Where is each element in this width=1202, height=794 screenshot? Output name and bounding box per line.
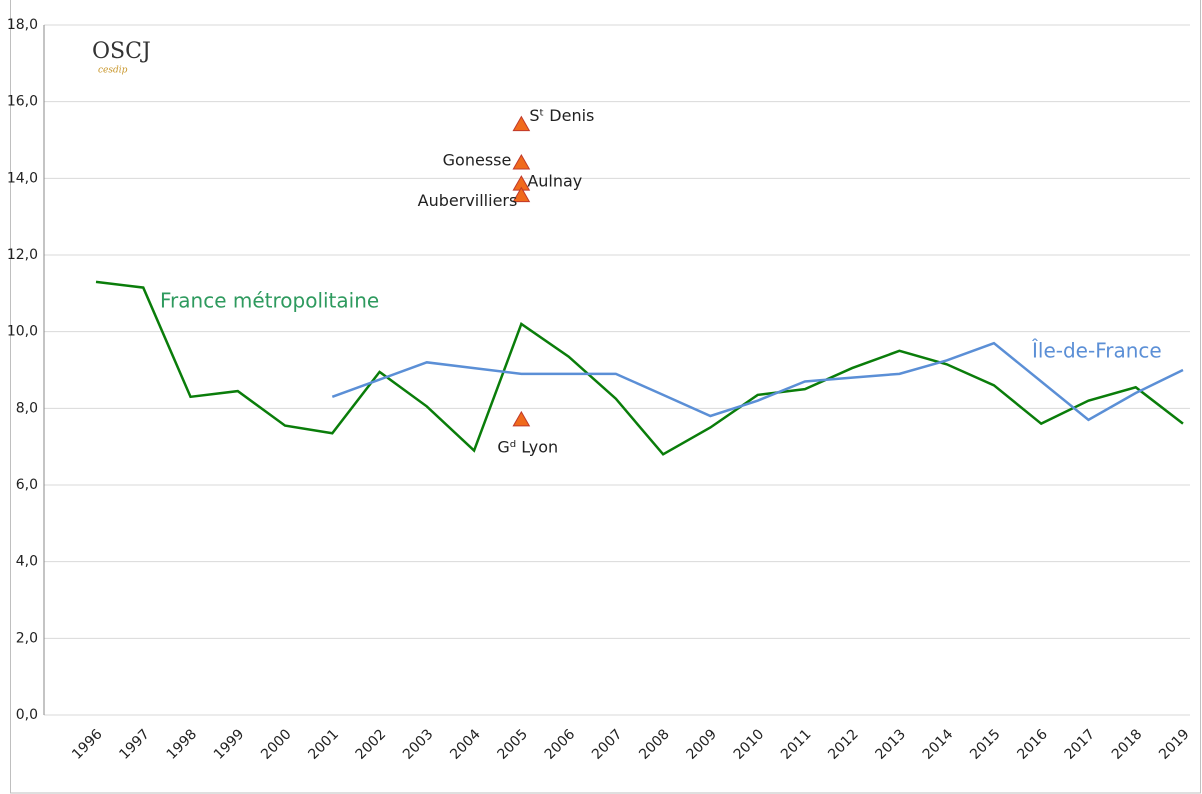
y-tick-label: 12,0 — [7, 247, 38, 263]
y-tick-label: 14,0 — [7, 170, 38, 186]
y-tick-label: 6,0 — [16, 477, 38, 493]
x-tick-label: 2009 — [684, 726, 721, 763]
x-tick-label: 2011 — [778, 726, 815, 763]
logo-title: OSCJ — [92, 39, 151, 64]
x-tick-label: 2016 — [1014, 726, 1051, 763]
x-tick-label: 2006 — [542, 726, 579, 763]
y-tick-label: 0,0 — [16, 707, 38, 723]
point-label: Aulnay — [527, 172, 582, 191]
series-label: France métropolitaine — [160, 289, 379, 313]
x-tick-label: 2001 — [305, 726, 342, 763]
x-tick-label: 2015 — [967, 726, 1004, 763]
x-tick-label: 2018 — [1109, 726, 1146, 763]
y-tick-label: 18,0 — [7, 17, 38, 33]
x-tick-label: 2008 — [636, 726, 673, 763]
x-tick-label: 2017 — [1062, 726, 1099, 763]
y-tick-label: 10,0 — [7, 324, 38, 340]
point-marker — [512, 153, 531, 170]
point-marker — [512, 410, 531, 427]
point-marker — [512, 115, 531, 132]
x-tick-label: 1998 — [164, 726, 201, 763]
y-tick-label: 8,0 — [16, 400, 38, 416]
x-tick-label: 2004 — [447, 726, 484, 763]
x-tick-label: 2019 — [1156, 726, 1193, 763]
chart-frame — [10, 0, 1201, 794]
y-tick-label: 4,0 — [16, 554, 38, 570]
series-label: Île-de-France — [1031, 339, 1162, 363]
x-tick-label: 1996 — [69, 726, 106, 763]
x-tick-label: 2003 — [400, 726, 437, 763]
point-label: Aubervilliers — [418, 191, 518, 210]
point-label: Sᵗ Denis — [529, 106, 594, 125]
x-tick-label: 2007 — [589, 726, 626, 763]
logo-subtitle: cesdip — [98, 66, 128, 76]
x-tick-label: 1999 — [211, 726, 248, 763]
point-marker — [512, 186, 531, 203]
y-tick-label: 16,0 — [7, 94, 38, 110]
point-label: Gᵈ Lyon — [497, 437, 558, 456]
x-tick-label: 2002 — [353, 726, 390, 763]
series-line — [95, 280, 1184, 456]
x-tick-label: 2000 — [258, 726, 295, 763]
x-tick-label: 2014 — [920, 726, 957, 763]
x-tick-label: 2010 — [731, 726, 768, 763]
y-tick-label: 2,0 — [16, 630, 38, 646]
x-tick-label: 2012 — [825, 726, 862, 763]
series-line — [331, 341, 1184, 422]
x-tick-label: 1997 — [116, 726, 153, 763]
x-tick-label: 2005 — [494, 726, 531, 763]
x-tick-label: 2013 — [873, 726, 910, 763]
point-label: Gonesse — [443, 151, 512, 170]
